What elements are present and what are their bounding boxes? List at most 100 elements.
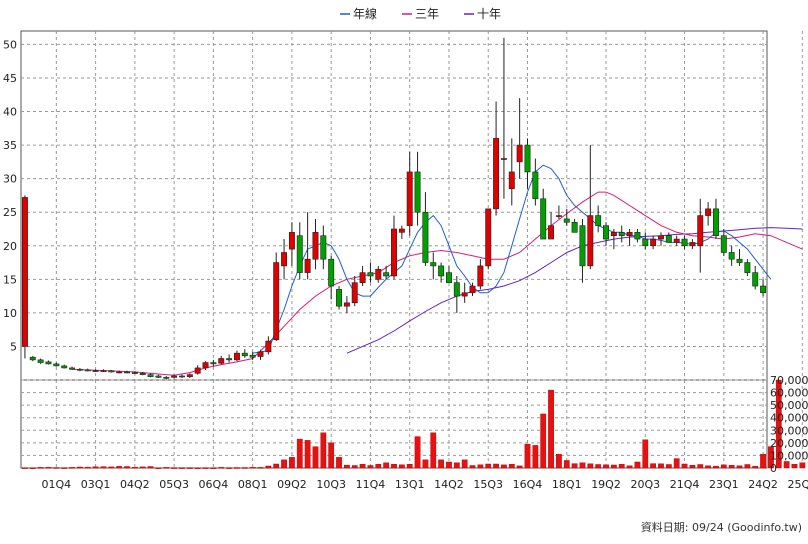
candle (658, 232, 664, 246)
candle-body (438, 265, 445, 277)
candle-body (131, 372, 138, 374)
volume-bar (579, 462, 586, 469)
volume-bar (383, 462, 390, 469)
volume-bar (37, 467, 44, 469)
candle-body (610, 232, 617, 237)
candle-body (53, 363, 60, 367)
candle-body (288, 232, 295, 250)
candle (265, 336, 272, 355)
candle-body (210, 362, 217, 365)
candle (37, 358, 44, 364)
candle-body (760, 285, 767, 294)
candle (493, 101, 500, 216)
candle (571, 218, 578, 233)
volume-bar (469, 465, 476, 469)
candle (665, 232, 672, 243)
volume-bar (642, 439, 649, 469)
x-tick-label: 13Q1 (395, 478, 425, 491)
candle (603, 222, 609, 246)
volume-bar (532, 445, 539, 469)
candle-body (430, 262, 437, 267)
candle-body (226, 358, 233, 361)
candle (477, 259, 484, 290)
candle (406, 151, 413, 236)
candle (634, 228, 641, 243)
volume-bar (689, 465, 696, 469)
candle-body (414, 171, 421, 213)
x-tick-label: 21Q4 (670, 478, 700, 491)
volume-bar (611, 464, 617, 469)
x-tick-label: 06Q4 (199, 478, 229, 491)
legend-label: 十年 (477, 7, 501, 21)
volume-bar (548, 389, 554, 469)
volume-bar (634, 461, 641, 469)
volume-bar (226, 467, 232, 469)
volume-bar (320, 432, 327, 469)
candle-body (595, 215, 602, 226)
candle (508, 138, 515, 206)
candle (61, 364, 68, 369)
volume-bar (595, 464, 602, 469)
candle (328, 255, 335, 300)
volume-bar (84, 466, 91, 469)
candle (445, 265, 452, 283)
volume-bar (658, 463, 664, 469)
volume-bar (108, 466, 115, 469)
x-tick-label: 18Q1 (552, 478, 582, 491)
candle-body (336, 289, 343, 307)
volume-bar (587, 463, 594, 469)
volume-bar (194, 467, 201, 469)
volume-bar (265, 465, 272, 469)
volume-bar (186, 467, 193, 469)
candle (728, 245, 735, 266)
candle-body (84, 369, 91, 372)
candlestick-series (21, 37, 767, 380)
volume-bar (493, 463, 499, 469)
chart-legend: 年線 三年 十年 (340, 6, 501, 21)
candle (367, 262, 374, 283)
candle-body (320, 235, 327, 260)
volume-bar (438, 459, 444, 469)
volume-bar (202, 467, 209, 469)
volume-bar (760, 453, 766, 469)
candle-body (752, 272, 759, 287)
volume-bar (477, 464, 484, 469)
price-panel-frame (20, 30, 768, 381)
volume-bar (752, 466, 759, 469)
volume-bar (359, 464, 366, 469)
candle (705, 202, 712, 226)
candle (194, 365, 201, 375)
candle-body (548, 225, 555, 240)
candle-body (265, 340, 272, 353)
candle-body (658, 235, 664, 240)
candle (610, 228, 617, 250)
candle-body (155, 375, 162, 378)
candle (147, 373, 154, 378)
x-tick-label: 15Q3 (473, 478, 503, 491)
candle (430, 252, 437, 280)
candle-body (540, 198, 547, 240)
volume-tick-label: 60,000 (770, 387, 808, 400)
volume-bar (257, 467, 264, 469)
candle-body (147, 374, 154, 377)
candle-body (92, 370, 99, 372)
x-tick-label: 04Q2 (120, 478, 150, 491)
candle (202, 361, 209, 370)
volume-bar (281, 459, 287, 469)
x-tick-label: 03Q1 (81, 478, 111, 491)
candle (689, 239, 696, 250)
volume-bar (728, 465, 735, 469)
candle-body (21, 197, 28, 347)
volume-bar (603, 464, 609, 469)
candle (744, 259, 751, 276)
candle-body (524, 144, 531, 173)
candle-body (532, 171, 539, 200)
volume-bar (736, 465, 743, 469)
legend-item: 三年 (402, 7, 439, 21)
candle (579, 218, 586, 283)
legend-item: 十年 (464, 7, 501, 21)
price-grid (20, 30, 803, 381)
volume-bar (171, 467, 177, 469)
candle-body (642, 238, 649, 247)
x-tick-label: 14Q2 (434, 478, 464, 491)
